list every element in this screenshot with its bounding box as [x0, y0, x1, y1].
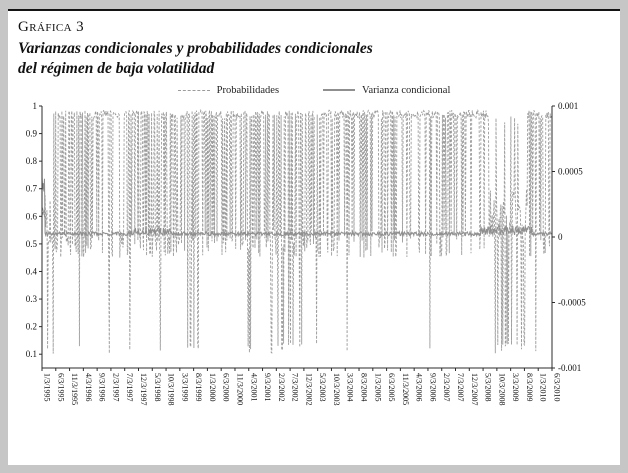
x-axis-tick-label: 2/3/2007 — [442, 373, 451, 401]
x-axis-tick-label: 10/3/1998 — [167, 373, 176, 405]
right-axis-tick-label: 0.001 — [558, 101, 578, 111]
legend-label-probabilidades: Probabilidades — [216, 84, 280, 96]
x-axis-tick-label: 4/3/2006 — [415, 373, 424, 401]
x-axis-tick-label: 3/3/2004 — [346, 373, 355, 401]
x-axis-tick-label: 1/3/2010 — [539, 373, 548, 401]
left-axis-tick-label: 0.7 — [26, 183, 38, 193]
x-axis-tick-label: 10/3/2008 — [497, 373, 506, 405]
x-axis-tick-label: 7/3/2002 — [291, 373, 300, 401]
x-axis-tick-label: 8/3/2004 — [360, 373, 369, 401]
x-axis-tick-label: 12/3/1997 — [139, 373, 148, 405]
x-axis-tick-label: 7/3/2007 — [456, 373, 465, 401]
x-axis-tick-label: 11/3/2005 — [401, 373, 410, 405]
figure-header: Gráfica 3 Varianzas condicionales y prob… — [8, 11, 620, 79]
x-axis-tick-label: 9/3/2006 — [428, 373, 437, 401]
x-axis-tick-label: 2/3/1997 — [111, 373, 120, 401]
figure-label: Gráfica 3 — [18, 19, 85, 35]
x-axis-tick-label: 6/3/2000 — [222, 373, 231, 401]
x-axis-tick-label: 11/3/1995 — [70, 373, 79, 405]
x-axis-tick-label: 9/3/1996 — [98, 373, 107, 401]
figure-title-line1: Varianzas condicionales y probabilidades… — [18, 40, 373, 57]
chart-area: 0.1 0.2 0.3 0.4 0.5 0.6 0.7 0.8 0.9 1 0.001 0.0005 0… — [8, 96, 620, 451]
left-axis-tick-label: 0.4 — [26, 266, 38, 276]
left-axis-tick-label: 0.9 — [26, 128, 38, 138]
x-axis-tick-label: 12/3/2007 — [470, 373, 479, 405]
figure-title-line2: del régimen de baja volatilidad — [18, 59, 215, 77]
left-axis-tick-label: 0.5 — [26, 239, 38, 249]
x-axis-tick-label: 8/3/1999 — [194, 373, 203, 401]
x-axis-tick-label: 10/3/2003 — [332, 373, 341, 405]
left-axis-tick-label: 0.8 — [26, 156, 38, 166]
x-axis-tick-label: 9/3/2001 — [263, 373, 272, 401]
x-axis-tick-label: 5/3/1998 — [153, 373, 162, 401]
x-axis-tick-label: 11/3/2000 — [235, 373, 244, 405]
x-axis-tick-label: 1/3/2005 — [373, 373, 382, 401]
figure-title: Varianzas condicionales y probabilidades… — [18, 39, 608, 79]
left-axis-tick-label: 1 — [33, 101, 38, 111]
x-axis-tick-label: 8/3/2009 — [525, 373, 534, 401]
x-axis-tick-label: 2/3/2002 — [277, 373, 286, 401]
x-axis-tick-label: 7/3/1997 — [125, 373, 134, 401]
x-axis-tick-label: 6/3/2010 — [553, 373, 562, 401]
varianza-series-line — [41, 176, 553, 238]
right-axis-tick-label: 0.0005 — [558, 166, 583, 176]
x-axis-tick-label: 5/3/2008 — [484, 373, 493, 401]
legend-item-probabilidades: Probabilidades — [177, 84, 280, 96]
x-axis-tick-label: 6/3/2005 — [387, 373, 396, 401]
right-axis-tick-label: 0 — [558, 232, 563, 242]
legend-item-varianza: Varianza condicional — [323, 85, 450, 96]
x-axis-tick-label: 4/3/2001 — [249, 373, 258, 401]
x-axis-tick-label: 12/3/2002 — [304, 373, 313, 405]
x-axis-tick-label: 1/3/1995 — [43, 373, 52, 401]
legend-label-varianza: Varianza condicional — [362, 84, 451, 96]
x-axis-tick-label: 3/3/2009 — [511, 373, 520, 401]
x-axis-tick-label: 4/3/1996 — [84, 373, 93, 401]
figure-panel: Gráfica 3 Varianzas condicionales y prob… — [8, 9, 620, 465]
x-axis-tick-label: 5/3/2003 — [318, 373, 327, 401]
solid-line-swatch — [323, 89, 356, 92]
x-axis-tick-label: 3/3/1999 — [180, 373, 189, 401]
dashed-line-swatch — [177, 89, 210, 91]
x-axis-tick-label: 6/3/1995 — [56, 373, 65, 401]
left-axis-tick-label: 0.1 — [26, 349, 37, 359]
right-axis-tick-label: -0.0005 — [558, 297, 586, 307]
left-axis-tick-label: 0.6 — [26, 211, 38, 221]
x-axis-tick-label: 1/3/2000 — [208, 373, 217, 401]
probabilidades-series-line — [41, 108, 553, 354]
chart-canvas: 0.1 0.2 0.3 0.4 0.5 0.6 0.7 0.8 0.9 1 0.001 0.0005 0… — [26, 101, 586, 405]
left-axis-tick-label: 0.2 — [26, 321, 37, 331]
chart-legend: Probabilidades Varianza condicional — [8, 85, 620, 96]
right-axis-tick-label: -0.001 — [558, 363, 581, 373]
left-axis-tick-label: 0.3 — [26, 294, 38, 304]
